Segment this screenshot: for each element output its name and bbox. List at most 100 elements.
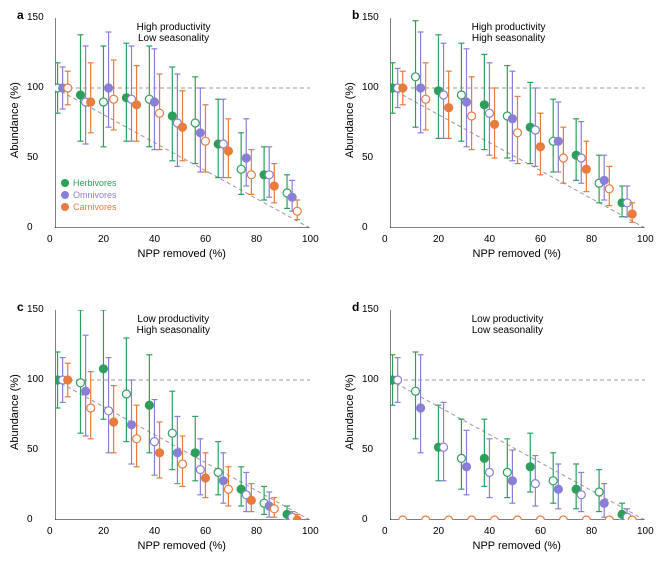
panel-letter-b: b — [352, 8, 359, 22]
legend-swatch — [61, 203, 69, 211]
marker-omnivores — [150, 98, 158, 106]
xtick-label: 100 — [302, 526, 319, 537]
marker-omnivores — [463, 463, 471, 471]
marker-herbivores — [168, 429, 176, 437]
xtick-label: 100 — [302, 234, 319, 245]
marker-omnivores — [508, 115, 516, 123]
marker-carnivores — [445, 516, 453, 520]
marker-omnivores — [128, 421, 136, 429]
marker-herbivores — [237, 165, 245, 173]
xtick-label: 40 — [484, 526, 495, 537]
marker-herbivores — [77, 379, 85, 387]
plot-c — [55, 310, 310, 520]
plot-d — [390, 310, 645, 520]
xtick-label: 80 — [586, 526, 597, 537]
legend-item: Omnivores — [61, 190, 117, 200]
xtick-label: 20 — [98, 526, 109, 537]
marker-omnivores — [508, 477, 516, 485]
marker-carnivores — [201, 474, 209, 482]
marker-carnivores — [422, 95, 430, 103]
marker-omnivores — [150, 438, 158, 446]
marker-omnivores — [242, 154, 250, 162]
ytick-label: 0 — [362, 514, 368, 525]
marker-herbivores — [457, 454, 465, 462]
marker-carnivores — [491, 516, 499, 520]
marker-carnivores — [87, 404, 95, 412]
marker-omnivores — [600, 176, 608, 184]
ytick-label: 150 — [362, 12, 379, 23]
marker-omnivores — [219, 140, 227, 148]
marker-herbivores — [412, 387, 420, 395]
marker-omnivores — [463, 98, 471, 106]
ref-line-diagonal — [390, 380, 645, 520]
marker-omnivores — [394, 376, 402, 384]
marker-carnivores — [64, 84, 72, 92]
xtick-label: 60 — [535, 526, 546, 537]
marker-carnivores — [536, 516, 544, 520]
marker-omnivores — [577, 154, 585, 162]
marker-herbivores — [145, 401, 153, 409]
marker-carnivores — [224, 485, 232, 493]
plot-b — [390, 18, 645, 228]
xtick-label: 80 — [586, 234, 597, 245]
marker-carnivores — [156, 109, 164, 117]
marker-carnivores — [179, 123, 187, 131]
marker-omnivores — [554, 137, 562, 145]
xtick-label: 0 — [382, 526, 388, 537]
marker-herbivores — [503, 468, 511, 476]
ytick-label: 50 — [362, 152, 373, 163]
marker-omnivores — [105, 407, 113, 415]
ytick-label: 150 — [362, 304, 379, 315]
marker-omnivores — [485, 109, 493, 117]
ytick-label: 100 — [362, 82, 379, 93]
ytick-label: 100 — [27, 374, 44, 385]
marker-carnivores — [605, 516, 613, 520]
marker-herbivores — [191, 449, 199, 457]
marker-herbivores — [214, 468, 222, 476]
marker-herbivores — [168, 112, 176, 120]
marker-carnivores — [582, 516, 590, 520]
xtick-label: 100 — [637, 526, 654, 537]
ylabel: Abundance (%) — [9, 374, 21, 450]
xtick-label: 0 — [47, 526, 53, 537]
xtick-label: 20 — [433, 526, 444, 537]
marker-carnivores — [491, 120, 499, 128]
marker-carnivores — [559, 154, 567, 162]
ytick-label: 150 — [27, 304, 44, 315]
legend-label: Omnivores — [73, 190, 117, 200]
marker-omnivores — [440, 443, 448, 451]
xtick-label: 80 — [251, 526, 262, 537]
marker-carnivores — [133, 435, 141, 443]
marker-omnivores — [196, 466, 204, 474]
xtick-label: 20 — [98, 234, 109, 245]
marker-herbivores — [595, 488, 603, 496]
ytick-label: 0 — [362, 222, 368, 233]
ylabel: Abundance (%) — [9, 82, 21, 158]
marker-omnivores — [265, 171, 273, 179]
xtick-label: 80 — [251, 234, 262, 245]
ytick-label: 0 — [27, 514, 33, 525]
legend-swatch — [61, 179, 69, 187]
ytick-label: 0 — [27, 222, 33, 233]
marker-carnivores — [628, 210, 636, 218]
marker-omnivores — [531, 126, 539, 134]
marker-carnivores — [270, 505, 278, 513]
legend-swatch — [61, 191, 69, 199]
marker-carnivores — [514, 129, 522, 137]
marker-carnivores — [399, 516, 407, 520]
marker-omnivores — [577, 491, 585, 499]
marker-herbivores — [480, 101, 488, 109]
marker-carnivores — [445, 104, 453, 112]
xtick-label: 40 — [149, 526, 160, 537]
legend: HerbivoresOmnivoresCarnivores — [61, 178, 117, 214]
legend-label: Carnivores — [73, 202, 117, 212]
xlabel: NPP removed (%) — [473, 540, 561, 552]
xtick-label: 40 — [484, 234, 495, 245]
ylabel: Abundance (%) — [344, 374, 356, 450]
xtick-label: 60 — [200, 526, 211, 537]
marker-herbivores — [191, 119, 199, 127]
marker-carnivores — [293, 516, 301, 520]
figure-root: aHigh productivityLow seasonality0204060… — [0, 0, 668, 564]
marker-omnivores — [82, 387, 90, 395]
ylabel: Abundance (%) — [344, 82, 356, 158]
